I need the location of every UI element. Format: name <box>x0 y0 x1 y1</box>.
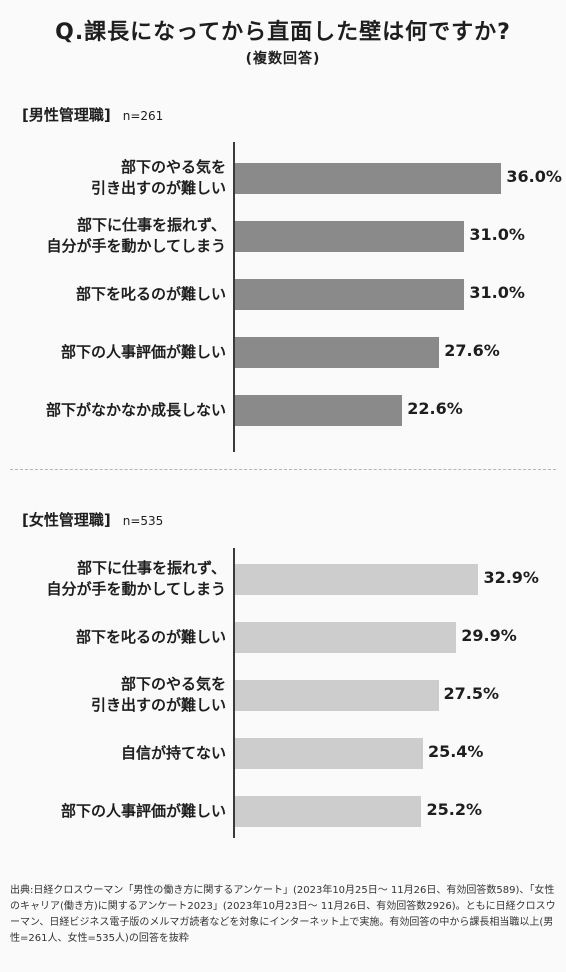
bar <box>235 621 457 653</box>
male-n-label: n=261 <box>122 109 164 123</box>
bar-category-label: 部下に仕事を振れず、 自分が手を動かしてしまう <box>46 559 226 598</box>
page-title: Q.課長になってから直面した壁は何ですか? <box>55 20 511 45</box>
female-n-label: n=535 <box>122 514 164 528</box>
bar-value-label: 31.0% <box>469 225 525 244</box>
bar-value-label: 25.2% <box>426 800 482 819</box>
male-bar-chart: 部下のやる気を 引き出すのが難しい 36.0% 部下に仕事を振れず、 自分が手を動かして… <box>0 142 566 452</box>
bar-value-label: 36.0% <box>506 167 562 186</box>
source-footnote: 出典:日経クロスウーマン「男性の働き方に関するアンケート」(2023年10月25… <box>10 885 556 944</box>
bar-category-label: 部下を叱るのが難しい <box>75 627 226 646</box>
bar-value-label: 25.4% <box>427 742 484 761</box>
bar-value-label: 31.0% <box>469 283 525 302</box>
bar-category-label: 部下を叱るのが難しい <box>75 284 226 303</box>
bar-value-label: 27.6% <box>444 341 500 360</box>
bar-value-label: 22.6% <box>407 399 463 418</box>
section-divider <box>10 469 556 470</box>
bar <box>235 679 439 711</box>
bar-value-label: 29.9% <box>461 626 517 645</box>
bar-category-label: 部下の人事評価が難しい <box>60 801 226 820</box>
chart-axis-line <box>233 548 235 838</box>
bar-category-label: 部下がなかなか成長しない <box>45 400 226 419</box>
female-bar-chart: 部下に仕事を振れず、 自分が手を動かしてしまう 32.9% 部下を叱るのが難しい 29.… <box>0 548 566 838</box>
bar-category-label: 部下の人事評価が難しい <box>60 342 226 361</box>
bar-category-label: 部下のやる気を 引き出すのが難しい <box>90 158 226 197</box>
male-heading-label: [男性管理職] <box>22 106 111 124</box>
bar <box>235 220 465 252</box>
chart-axis-line <box>233 142 235 452</box>
bar <box>235 795 422 827</box>
bar-category-label: 部下に仕事を振れず、 自分が手を動かしてしまう <box>46 216 226 255</box>
bar-category-label: 部下のやる気を 引き出すのが難しい <box>90 675 226 714</box>
female-section-heading: [女性管理職] n=535 <box>22 509 163 530</box>
bar-category-label: 自信が持てない <box>120 743 226 762</box>
bar <box>235 162 502 194</box>
bar <box>235 737 423 769</box>
bar <box>235 278 465 310</box>
page-subtitle: (複数回答) <box>245 51 321 67</box>
female-heading-label: [女性管理職] <box>22 511 111 529</box>
bar-value-label: 27.5% <box>443 684 500 703</box>
male-section-heading: [男性管理職] n=261 <box>22 104 163 125</box>
bar <box>235 394 403 426</box>
bar-value-label: 32.9% <box>483 568 539 587</box>
bar <box>235 336 440 368</box>
bar <box>235 563 479 595</box>
